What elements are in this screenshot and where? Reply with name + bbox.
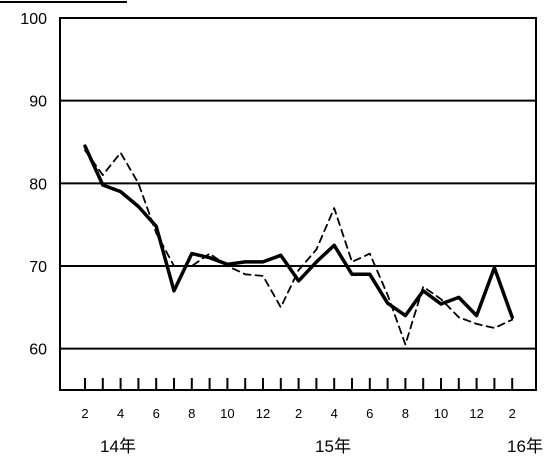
y-tick-label: 100 (20, 11, 47, 28)
year-label: 16年 (507, 437, 543, 456)
series-line-dashed (84, 149, 514, 346)
x-tick-label: 6 (366, 406, 373, 421)
plot-frame (59, 17, 537, 391)
y-tick-label: 90 (29, 94, 47, 111)
labels: 60 70 80 90 100 2 4 6 8 10 12 2 4 6 8 10 12 2 14年 15年 16年 (20, 11, 543, 456)
x-tick-label: 4 (117, 406, 124, 421)
y-tick-label: 60 (29, 342, 47, 359)
x-tick-label: 12 (469, 406, 483, 421)
series (83, 144, 514, 346)
gridlines (60, 99, 536, 350)
y-tick-label: 70 (29, 259, 47, 276)
x-tick-label: 8 (402, 406, 409, 421)
series-line-solid (83, 144, 514, 320)
x-tick-label: 4 (331, 406, 338, 421)
x-tick-label: 10 (220, 406, 234, 421)
x-tick-label: 2 (295, 406, 302, 421)
x-tick-label: 2 (81, 406, 88, 421)
x-tick-label: 2 (509, 406, 516, 421)
year-label: 14年 (100, 437, 136, 456)
x-tick-label: 6 (153, 406, 160, 421)
x-tick-label: 12 (256, 406, 270, 421)
year-label: 15年 (315, 437, 351, 456)
y-tick-label: 80 (29, 176, 47, 193)
x-tick-label: 10 (434, 406, 448, 421)
x-tick-label: 8 (188, 406, 195, 421)
x-ticks (84, 378, 514, 390)
